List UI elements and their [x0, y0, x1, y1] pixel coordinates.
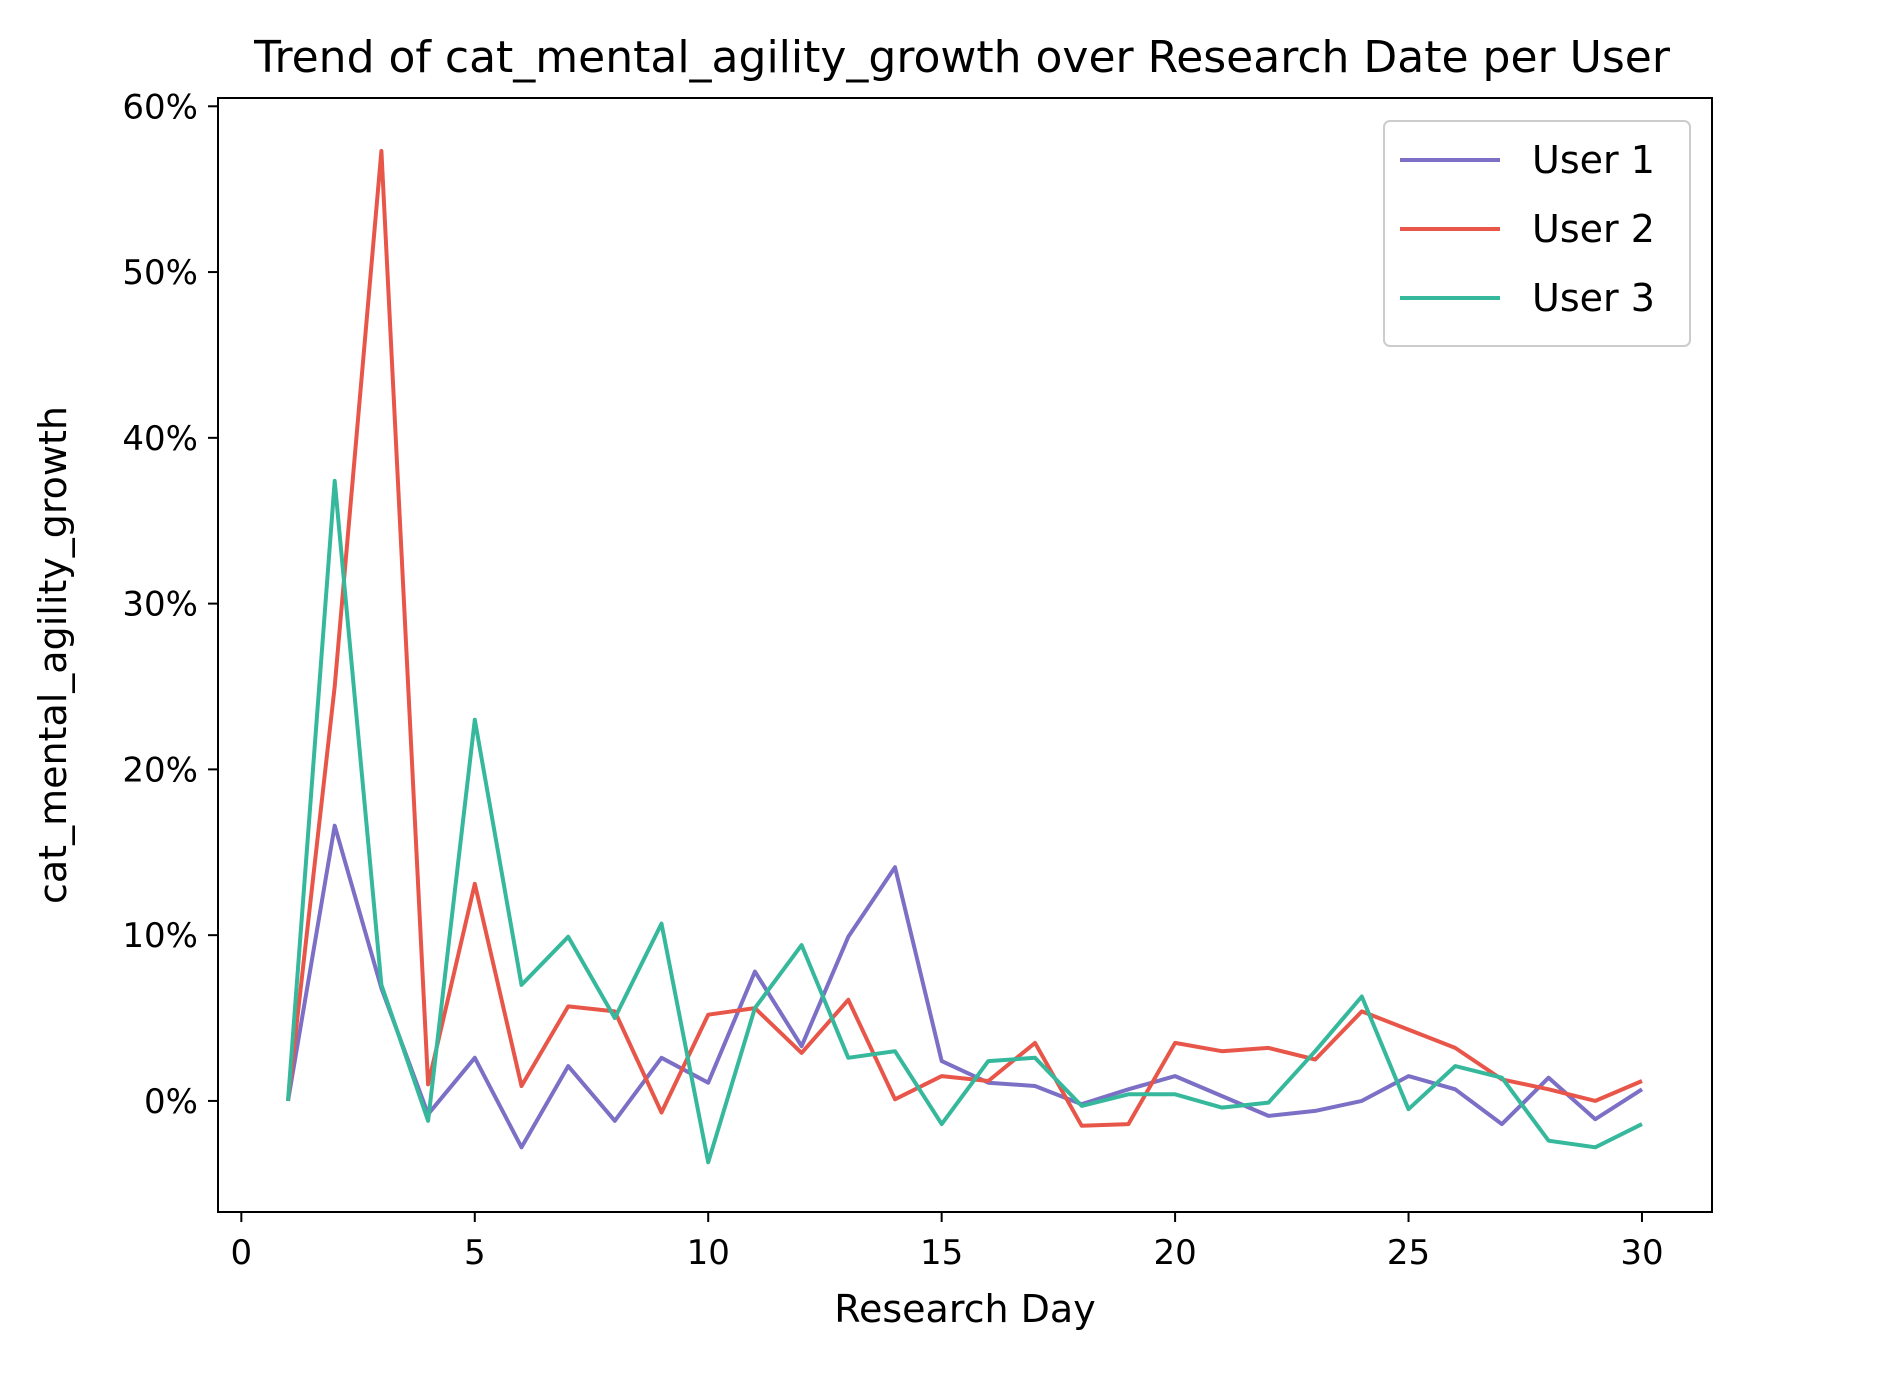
series-layer	[286, 149, 1644, 1165]
x-tick-label: 5	[464, 1233, 486, 1273]
y-tick-label: 60%	[122, 87, 198, 127]
y-axis-label: cat_mental_agility_growth	[31, 406, 75, 904]
y-axis: 0% 10% 20% 30% 40% 50% 60%	[122, 87, 218, 1122]
y-tick-label: 40%	[122, 419, 198, 459]
y-tick-label: 0%	[144, 1082, 198, 1122]
y-tick-label: 50%	[122, 253, 198, 293]
legend-box	[1383, 120, 1691, 347]
y-tick-label: 20%	[122, 750, 198, 790]
x-axis-label: Research Day	[834, 1287, 1095, 1331]
series-line-user-3	[286, 478, 1643, 1165]
legend: User 1 User 2 User 3	[1383, 120, 1691, 347]
x-tick-label: 0	[231, 1233, 253, 1273]
y-tick-label: 30%	[122, 585, 198, 625]
x-tick-label: 10	[687, 1233, 730, 1273]
y-tick-label: 10%	[122, 916, 198, 956]
plot-frame	[217, 97, 1713, 1213]
series-line-user-2	[286, 149, 1643, 1128]
x-tick-label: 15	[920, 1233, 963, 1273]
x-axis: 0 5 10 15 20 25 30	[231, 1212, 1664, 1273]
chart-title: Trend of cat_mental_agility_growth over …	[253, 32, 1671, 83]
x-tick-label: 30	[1620, 1233, 1663, 1273]
x-tick-label: 25	[1387, 1233, 1430, 1273]
legend-label-user-1: User 1	[1532, 138, 1655, 182]
x-tick-label: 20	[1153, 1233, 1196, 1273]
legend-label-user-2: User 2	[1532, 207, 1655, 251]
series-line-user-1	[286, 823, 1644, 1150]
legend-label-user-3: User 3	[1532, 276, 1655, 320]
